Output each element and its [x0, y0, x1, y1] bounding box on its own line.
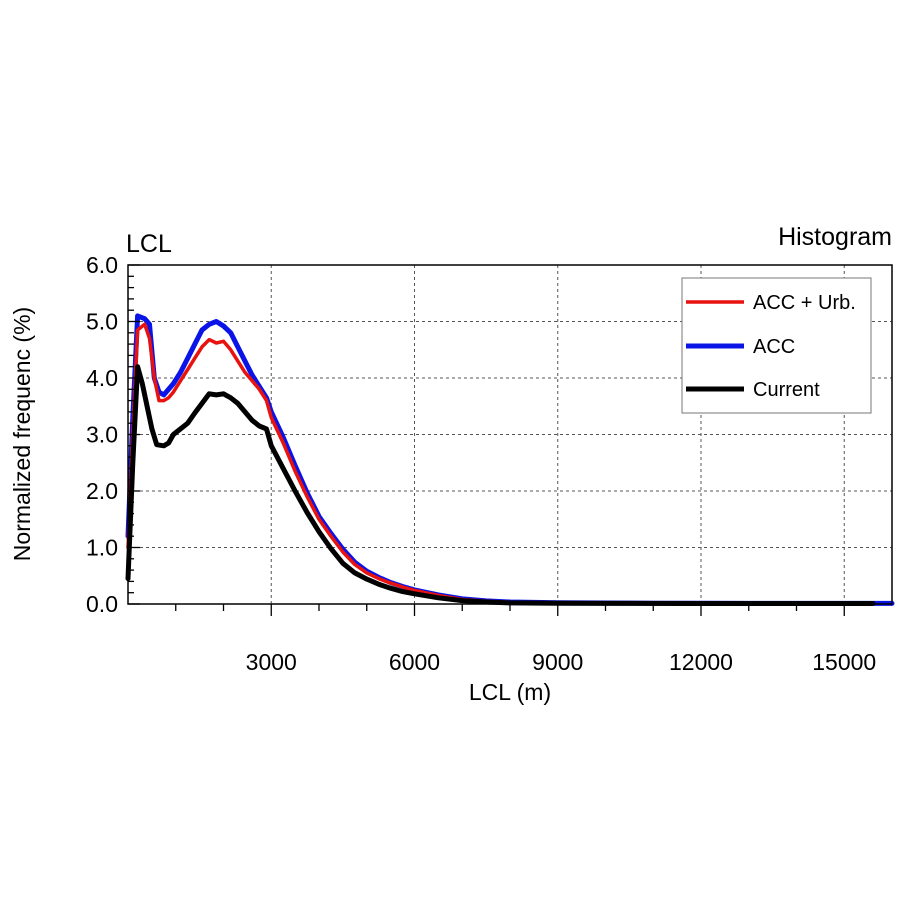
legend-label: ACC	[753, 336, 795, 358]
data-lines	[125, 313, 895, 606]
x-tick-label: 15000	[812, 649, 876, 675]
chart-title-right: Histogram	[778, 223, 892, 251]
y-tick-label: 1.0	[86, 535, 118, 561]
y-tick-label: 0.0	[86, 591, 118, 617]
x-tick-label: 3000	[246, 649, 297, 675]
x-axis-label: LCL (m)	[469, 679, 551, 705]
tick-labels: 3000 6000 9000 12000 15000 0.0 1.0 2.0 3.0 4.0 5.0…	[86, 252, 876, 675]
y-axis-label: Normalized frequenc (%)	[9, 307, 35, 561]
y-tick-label: 6.0	[86, 252, 118, 278]
legend: ACC + Urb. ACC Current	[681, 277, 872, 414]
chart-title-left: LCL	[126, 230, 172, 258]
y-tick-label: 4.0	[86, 365, 118, 391]
y-tick-label: 3.0	[86, 422, 118, 448]
y-tick-label: 2.0	[86, 478, 118, 504]
series-line-current	[125, 364, 876, 606]
axis-ticks	[128, 264, 845, 616]
x-tick-label: 6000	[389, 649, 440, 675]
x-tick-label: 9000	[532, 649, 583, 675]
x-tick-label: 12000	[669, 649, 733, 675]
legend-label: ACC + Urb.	[753, 292, 856, 314]
legend-label: Current	[753, 379, 820, 401]
y-tick-label: 5.0	[86, 309, 118, 335]
